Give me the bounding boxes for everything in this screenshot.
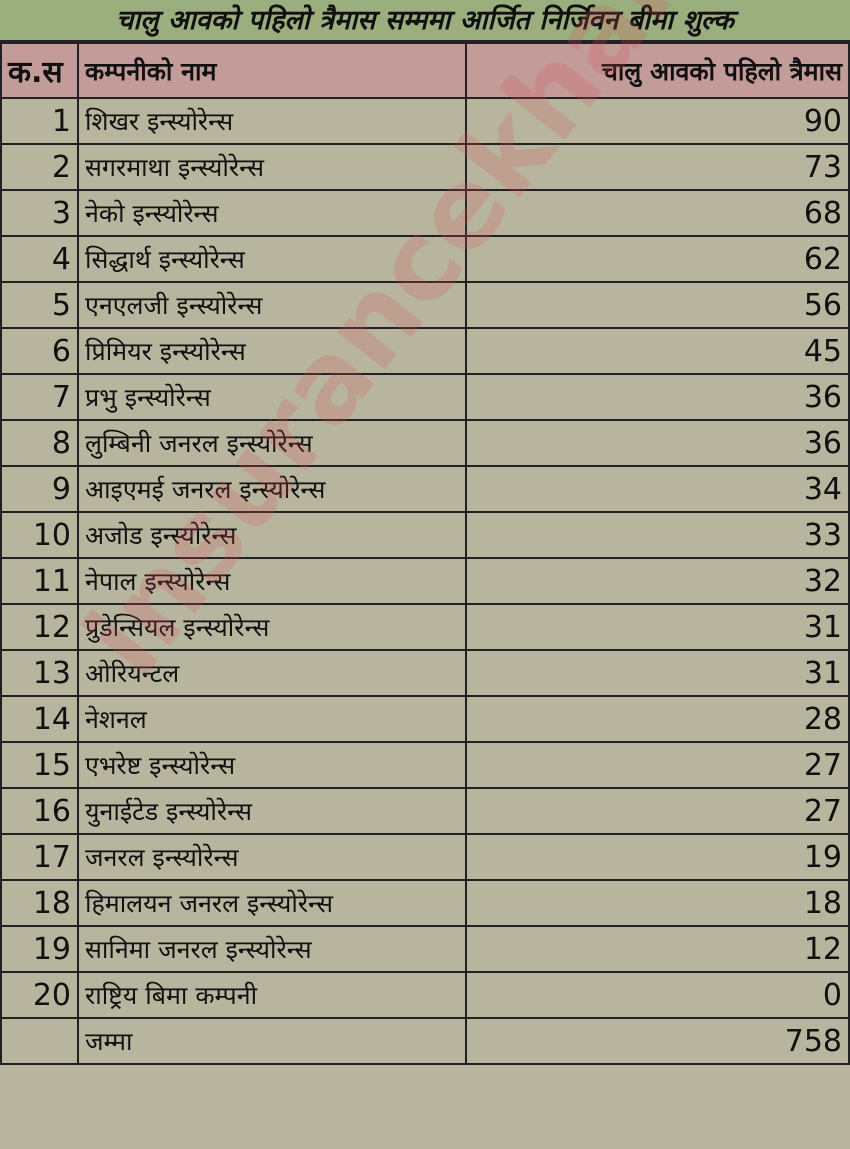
serial-cell: 7 (0, 373, 79, 421)
table-row: 11 नेपाल इन्स्योरेन्स 32 (0, 557, 850, 605)
table-title: चालु आवको पहिलो त्रैमास सम्ममा आर्जित नि… (0, 0, 850, 42)
header-company: कम्पनीको नाम (77, 42, 467, 99)
value-cell: 27 (465, 741, 850, 789)
company-cell: आइएमई जनरल इन्स्योरेन्स (77, 465, 467, 513)
value-cell: 45 (465, 327, 850, 375)
company-cell: ओरियन्टल (77, 649, 467, 697)
serial-cell: 1 (0, 97, 79, 145)
table-row: 20 राष्ट्रिय बिमा कम्पनी 0 (0, 971, 850, 1019)
company-cell: शिखर इन्स्योरेन्स (77, 97, 467, 145)
value-cell: 62 (465, 235, 850, 283)
serial-cell: 11 (0, 557, 79, 605)
serial-cell (0, 1017, 79, 1065)
serial-cell: 13 (0, 649, 79, 697)
table-row: 16 युनाईटेड इन्स्योरेन्स 27 (0, 787, 850, 835)
value-cell: 27 (465, 787, 850, 835)
serial-cell: 20 (0, 971, 79, 1019)
serial-cell: 9 (0, 465, 79, 513)
serial-cell: 8 (0, 419, 79, 467)
total-label: जम्मा (77, 1017, 467, 1065)
serial-cell: 15 (0, 741, 79, 789)
table-row: 15 एभरेष्ट इन्स्योरेन्स 27 (0, 741, 850, 789)
header-quarter: चालु आवको पहिलो त्रैमास (465, 42, 850, 99)
value-cell: 56 (465, 281, 850, 329)
company-cell: युनाईटेड इन्स्योरेन्स (77, 787, 467, 835)
serial-cell: 5 (0, 281, 79, 329)
table-row: 12 प्रुडेन्सियल इन्स्योरेन्स 31 (0, 603, 850, 651)
table-row: 17 जनरल इन्स्योरेन्स 19 (0, 833, 850, 881)
table-row: 1 शिखर इन्स्योरेन्स 90 (0, 97, 850, 145)
company-cell: एभरेष्ट इन्स्योरेन्स (77, 741, 467, 789)
table-row: 8 लुम्बिनी जनरल इन्स्योरेन्स 36 (0, 419, 850, 467)
total-row: जम्मा 758 (0, 1017, 850, 1065)
company-cell: एनएलजी इन्स्योरेन्स (77, 281, 467, 329)
company-cell: नेको इन्स्योरेन्स (77, 189, 467, 237)
serial-cell: 17 (0, 833, 79, 881)
serial-cell: 18 (0, 879, 79, 927)
table-row: 3 नेको इन्स्योरेन्स 68 (0, 189, 850, 237)
company-cell: सिद्धार्थ इन्स्योरेन्स (77, 235, 467, 283)
company-cell: राष्ट्रिय बिमा कम्पनी (77, 971, 467, 1019)
serial-cell: 10 (0, 511, 79, 559)
serial-cell: 4 (0, 235, 79, 283)
company-cell: नेपाल इन्स्योरेन्स (77, 557, 467, 605)
company-cell: प्रभु इन्स्योरेन्स (77, 373, 467, 421)
serial-cell: 2 (0, 143, 79, 191)
company-cell: लुम्बिनी जनरल इन्स्योरेन्स (77, 419, 467, 467)
table-row: 7 प्रभु इन्स्योरेन्स 36 (0, 373, 850, 421)
table-row: 9 आइएमई जनरल इन्स्योरेन्स 34 (0, 465, 850, 513)
table-row: 4 सिद्धार्थ इन्स्योरेन्स 62 (0, 235, 850, 283)
company-cell: नेशनल (77, 695, 467, 743)
value-cell: 68 (465, 189, 850, 237)
company-cell: सगरमाथा इन्स्योरेन्स (77, 143, 467, 191)
header-serial: क.स (0, 42, 79, 99)
serial-cell: 16 (0, 787, 79, 835)
value-cell: 36 (465, 373, 850, 421)
total-value: 758 (465, 1017, 850, 1065)
company-cell: जनरल इन्स्योरेन्स (77, 833, 467, 881)
table-row: 13 ओरियन्टल 31 (0, 649, 850, 697)
value-cell: 73 (465, 143, 850, 191)
header-row: क.स कम्पनीको नाम चालु आवको पहिलो त्रैमास (0, 42, 850, 99)
value-cell: 34 (465, 465, 850, 513)
value-cell: 33 (465, 511, 850, 559)
company-cell: प्रिमियर इन्स्योरेन्स (77, 327, 467, 375)
table-row: 19 सानिमा जनरल इन्स्योरेन्स 12 (0, 925, 850, 973)
value-cell: 32 (465, 557, 850, 605)
table-row: 6 प्रिमियर इन्स्योरेन्स 45 (0, 327, 850, 375)
value-cell: 0 (465, 971, 850, 1019)
table-row: 5 एनएलजी इन्स्योरेन्स 56 (0, 281, 850, 329)
company-cell: प्रुडेन्सियल इन्स्योरेन्स (77, 603, 467, 651)
serial-cell: 6 (0, 327, 79, 375)
value-cell: 19 (465, 833, 850, 881)
serial-cell: 14 (0, 695, 79, 743)
value-cell: 31 (465, 603, 850, 651)
serial-cell: 3 (0, 189, 79, 237)
company-cell: अजोड इन्स्योरेन्स (77, 511, 467, 559)
company-cell: सानिमा जनरल इन्स्योरेन्स (77, 925, 467, 973)
company-cell: हिमालयन जनरल इन्स्योरेन्स (77, 879, 467, 927)
value-cell: 12 (465, 925, 850, 973)
serial-cell: 19 (0, 925, 79, 973)
value-cell: 90 (465, 97, 850, 145)
value-cell: 18 (465, 879, 850, 927)
value-cell: 36 (465, 419, 850, 467)
value-cell: 28 (465, 695, 850, 743)
table-row: 14 नेशनल 28 (0, 695, 850, 743)
table-row: 18 हिमालयन जनरल इन्स्योरेन्स 18 (0, 879, 850, 927)
table-row: 2 सगरमाथा इन्स्योरेन्स 73 (0, 143, 850, 191)
value-cell: 31 (465, 649, 850, 697)
serial-cell: 12 (0, 603, 79, 651)
table-row: 10 अजोड इन्स्योरेन्स 33 (0, 511, 850, 559)
insurance-table: क.स कम्पनीको नाम चालु आवको पहिलो त्रैमास… (0, 42, 850, 1065)
